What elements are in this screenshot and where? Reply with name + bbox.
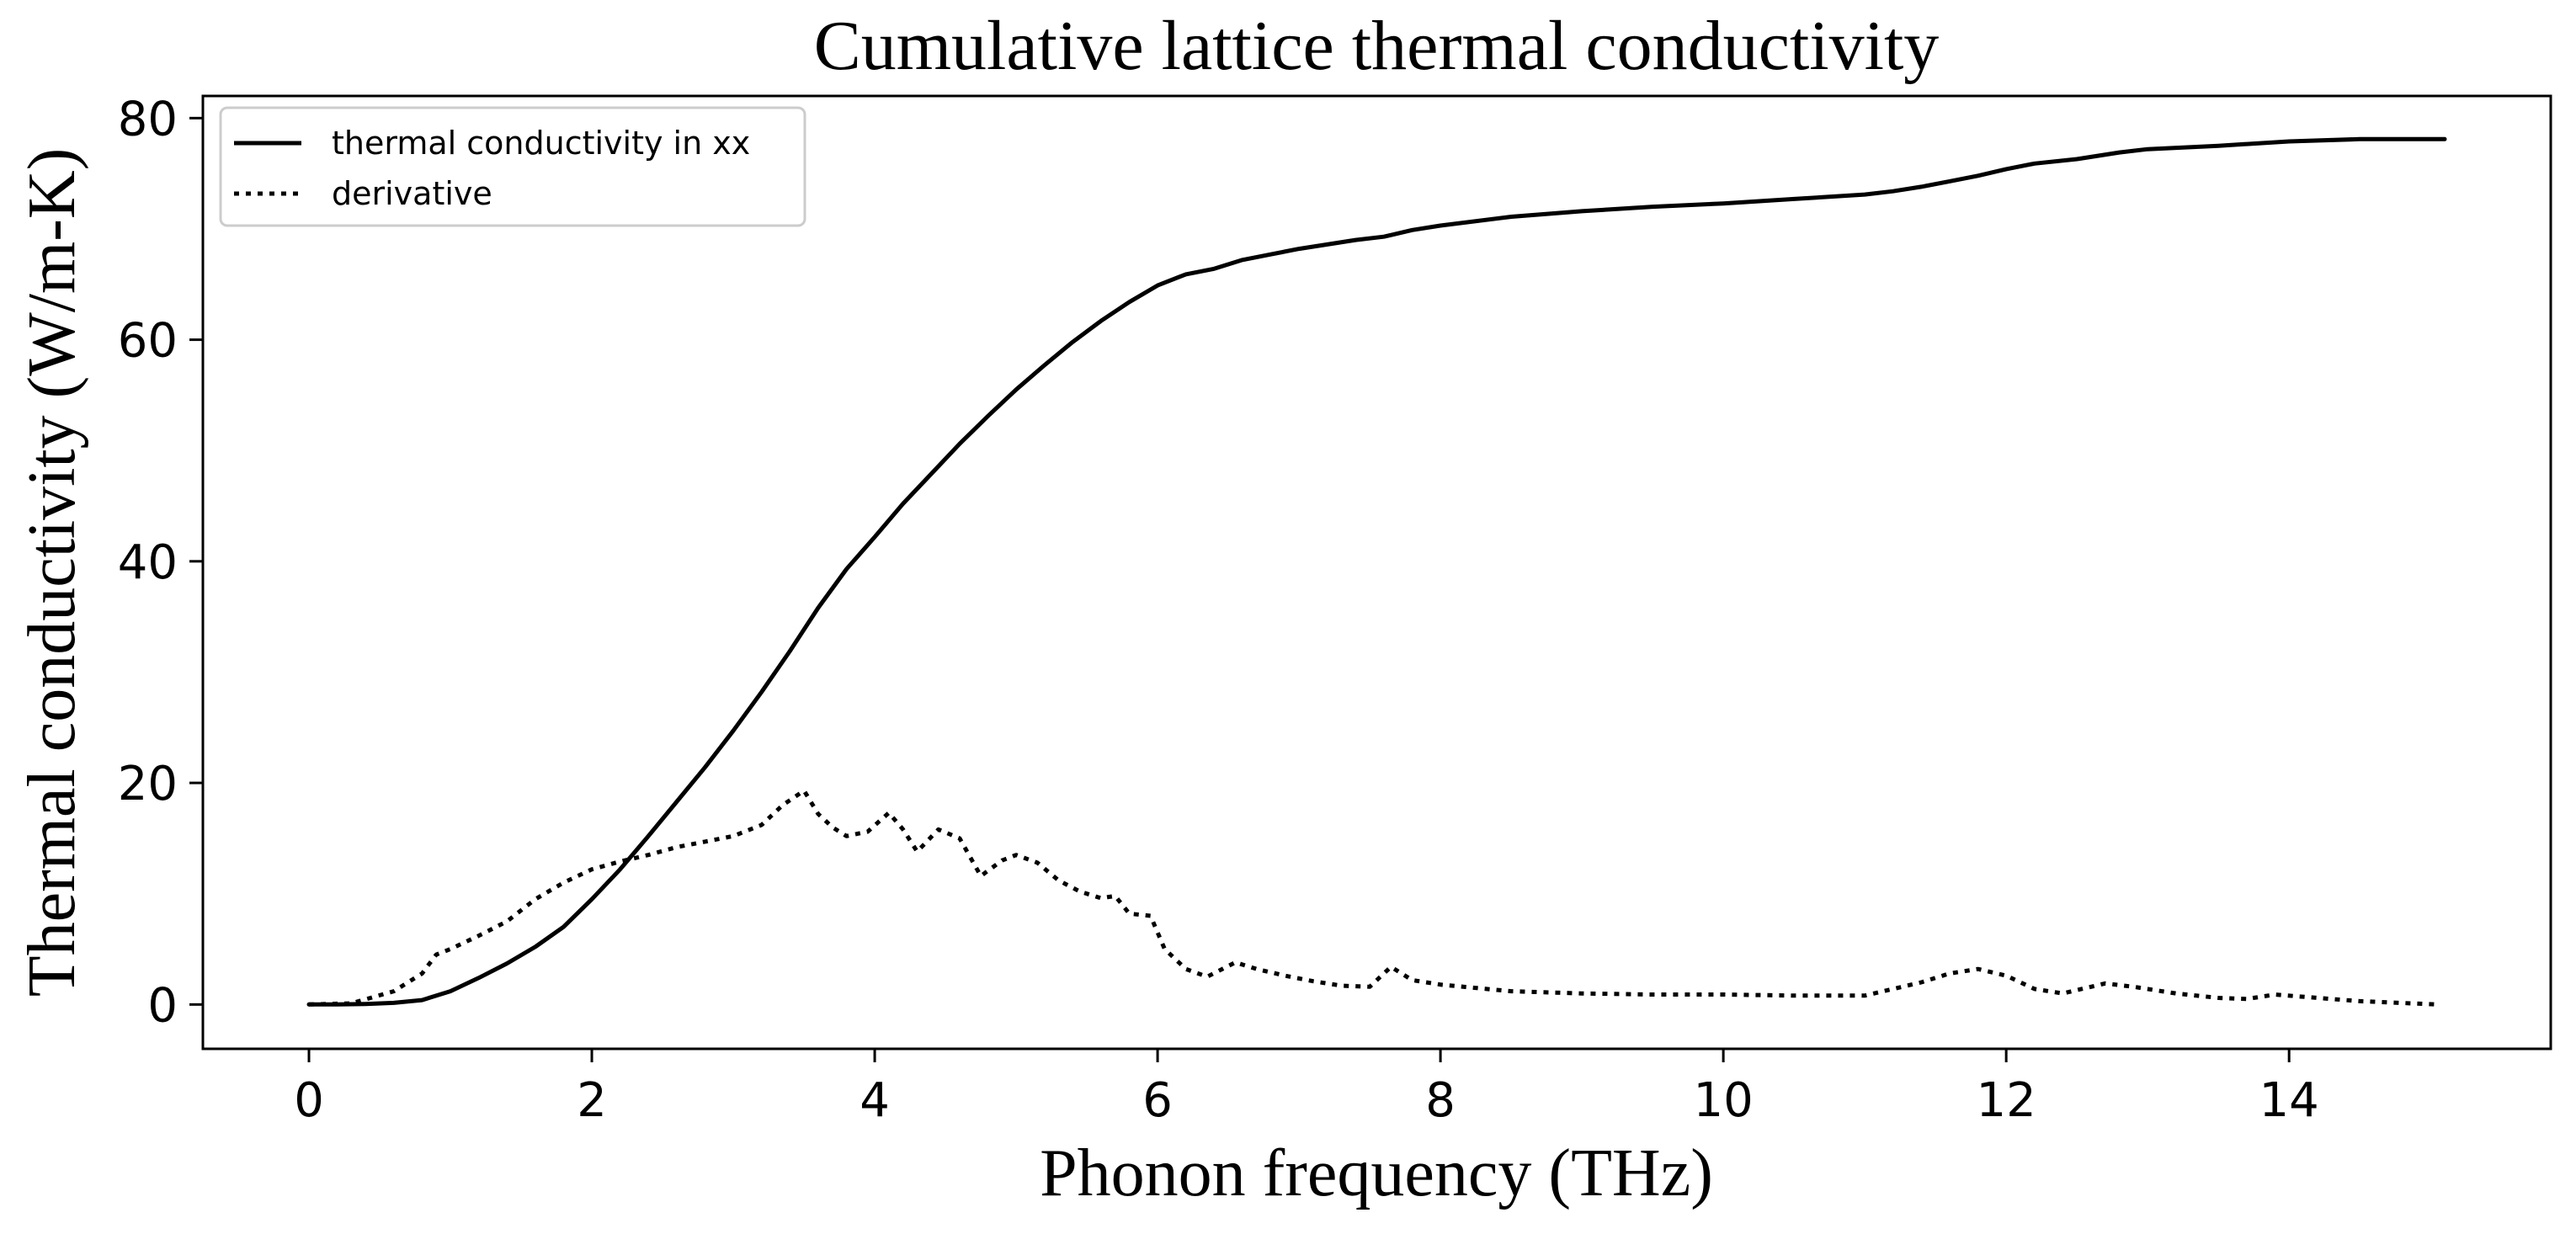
- y-tick-label: 80: [118, 92, 178, 146]
- series-layer: [306, 136, 2447, 1007]
- x-tick-label: 0: [294, 1073, 324, 1128]
- x-tick-label: 2: [577, 1073, 607, 1128]
- x-tick-label: 6: [1142, 1073, 1173, 1128]
- x-tick-label: 4: [860, 1073, 890, 1128]
- x-axis-label: Phonon frequency (THz): [1040, 1136, 1713, 1210]
- y-axis-ticks: 0 20 40 60 80: [118, 92, 203, 1033]
- y-tick-label: 40: [118, 535, 178, 590]
- y-axis-label: Thermal conductivity (W/m-K): [15, 148, 89, 997]
- x-tick-label: 12: [1977, 1073, 2036, 1128]
- x-tick-label: 10: [1693, 1073, 1753, 1128]
- x-tick-label: 8: [1425, 1073, 1456, 1128]
- series-line-derivative: [308, 788, 2438, 1007]
- legend: thermal conductivity in xx derivative: [219, 106, 806, 227]
- chart-title: Cumulative lattice thermal conductivity: [814, 7, 1940, 85]
- y-tick-label: 20: [118, 757, 178, 811]
- x-axis-ticks: 0 2 4 6 8 10 12 14: [294, 1049, 2319, 1128]
- y-tick-label: 60: [118, 314, 178, 369]
- y-tick-label: 0: [147, 978, 178, 1033]
- x-tick-label: 14: [2259, 1073, 2319, 1128]
- legend-box: [219, 106, 806, 227]
- legend-label-thermal-conductivity: thermal conductivity in xx: [332, 125, 750, 162]
- series-line-thermal-conductivity-in-xx: [306, 136, 2447, 1007]
- legend-label-derivative: derivative: [332, 175, 492, 212]
- plot-frame: [201, 94, 2552, 1050]
- plot-area: [201, 94, 2552, 1050]
